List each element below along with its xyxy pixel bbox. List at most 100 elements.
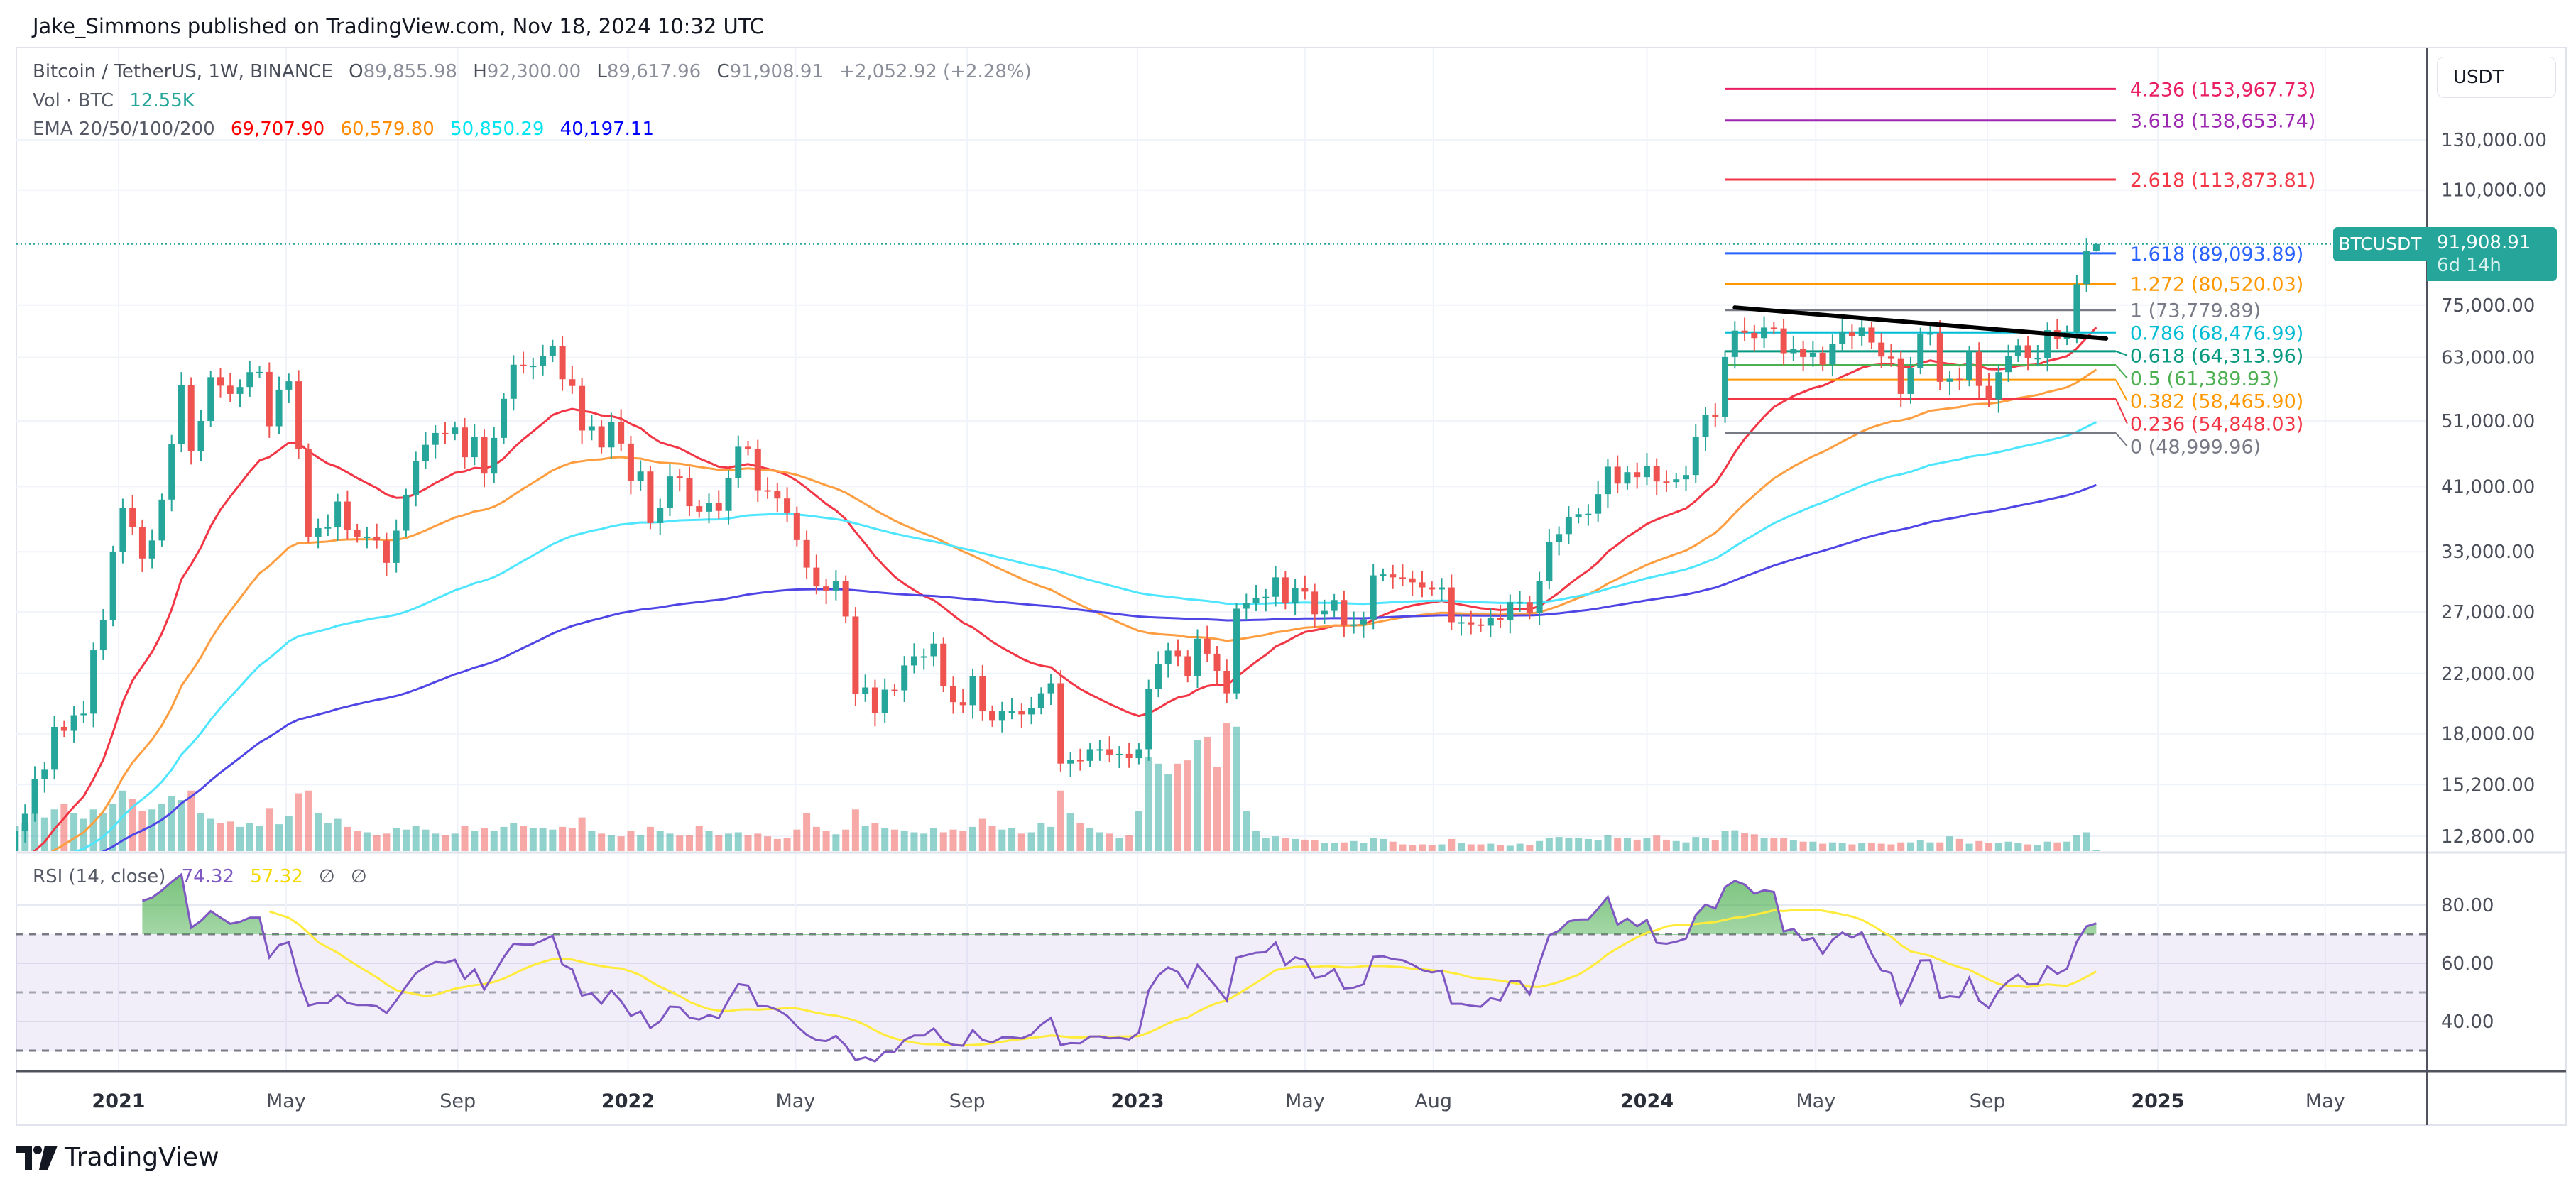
volume-bar	[432, 833, 440, 851]
volume-bar	[1389, 841, 1397, 851]
candle-body	[413, 461, 420, 495]
candle-series	[16, 238, 2100, 851]
volume-bar	[266, 808, 273, 851]
tradingview-logo[interactable]: TradingView	[16, 1143, 219, 1172]
fib-level-label: 0.382 (58,465.90)	[2130, 391, 2303, 413]
volume-bar	[1027, 832, 1035, 851]
volume-bar	[520, 826, 528, 851]
volume-bar	[969, 826, 977, 851]
fib-label-leader	[2115, 432, 2128, 447]
volume-bar	[1799, 841, 1807, 851]
price-axis[interactable]: 130,000.00 110,000.00 75,000.00 63,000.00 51…	[2441, 130, 2547, 1033]
rsi-legend[interactable]: RSI (14, close) 74.32 57.32 ∅ ∅	[33, 866, 377, 887]
volume-bar	[793, 829, 801, 851]
candle-body	[285, 381, 293, 390]
volume-bar	[2083, 832, 2090, 851]
candle-body	[686, 478, 693, 507]
volume-bar	[1565, 838, 1573, 851]
price-tick-label: 22,000.00	[2441, 664, 2535, 685]
volume-bar	[705, 831, 713, 851]
symbol-title[interactable]: Bitcoin / TetherUS, 1W, BINANCE	[33, 61, 333, 82]
candle-body	[266, 371, 273, 427]
price-tick-label: 63,000.00	[2441, 348, 2535, 369]
volume-legend[interactable]: Vol · BTC 12.55K	[33, 90, 204, 111]
candle-body	[1575, 514, 1582, 517]
ema200-value: 40,197.11	[560, 119, 654, 140]
volume-bar	[1360, 843, 1368, 851]
volume-bar	[978, 818, 986, 851]
fib-label-leader	[2115, 379, 2128, 402]
grid	[16, 48, 2427, 1071]
candle-body	[1223, 670, 1230, 694]
candle-body	[569, 379, 576, 386]
candle-body	[1624, 472, 1631, 484]
candle-body	[1673, 479, 1680, 483]
volume-bar	[812, 826, 820, 851]
symbol-legend[interactable]: Bitcoin / TetherUS, 1W, BINANCE O89,855.…	[33, 61, 1042, 82]
volume-bar	[1243, 811, 1250, 851]
ema20-value: 69,707.90	[230, 119, 325, 140]
candle-body	[51, 726, 58, 770]
volume-bar	[481, 828, 489, 851]
candle-body	[1585, 513, 1592, 515]
time-tick-label: May	[266, 1090, 306, 1112]
volume-bar	[1233, 726, 1240, 851]
bar-countdown: 6d 14h	[2437, 254, 2501, 276]
rsi-overbought-fill	[142, 874, 2097, 935]
candle-body	[1770, 327, 1777, 329]
volume-bar	[1955, 838, 1963, 851]
volume-bar	[725, 833, 733, 851]
candle-body	[1741, 330, 1748, 333]
low-key: L	[596, 61, 607, 82]
volume-label: Vol · BTC	[33, 90, 114, 111]
candle-body	[1262, 596, 1270, 598]
candle-body	[1204, 638, 1211, 654]
volume-bar	[1086, 828, 1094, 851]
volume-bar	[598, 833, 606, 851]
candle-body	[1878, 342, 1885, 357]
candle-body	[1331, 600, 1338, 611]
candle-body	[1604, 466, 1611, 495]
rsi-ma-line	[268, 908, 2097, 1047]
price-tick-label: 18,000.00	[2441, 724, 2535, 745]
candle-body	[1213, 653, 1221, 671]
candle-body	[148, 540, 155, 559]
fib-level-label: 4.236 (153,967.73)	[2130, 79, 2316, 101]
candle-body	[1946, 378, 1953, 382]
volume-bar	[246, 823, 253, 851]
volume-bar	[1340, 842, 1348, 851]
candle-body	[881, 689, 888, 713]
trendline-segment[interactable]	[1732, 305, 2109, 341]
candle-body	[979, 676, 986, 712]
currency-button[interactable]: USDT	[2437, 57, 2556, 98]
volume-bar	[305, 790, 312, 851]
tradingview-logo-icon	[16, 1145, 58, 1170]
candle-body	[1731, 330, 1738, 357]
volume-bar	[187, 790, 195, 851]
volume-bar	[1711, 840, 1719, 851]
volume-bar	[1321, 843, 1328, 851]
volume-bar	[1623, 838, 1631, 851]
trendline[interactable]	[1732, 305, 2109, 341]
candle-body	[705, 503, 712, 512]
volume-bar	[1741, 833, 1749, 851]
ema-legend[interactable]: EMA 20/50/100/200 69,707.90 60,579.80 50…	[33, 119, 664, 140]
time-axis[interactable]: 2021 May Sep 2022 May Sep 2023 May Aug 2024 May Sep…	[92, 1090, 2345, 1112]
candle-body	[1008, 711, 1015, 713]
candle-body	[1419, 582, 1426, 588]
volume-bar	[60, 804, 68, 851]
fib-extension[interactable]: 4.236 (153,967.73) 3.618 (138,653.74) 2.61…	[1725, 79, 2316, 459]
candle-body	[1438, 587, 1445, 590]
candle-body	[1692, 437, 1699, 476]
time-tick-label: Sep	[440, 1090, 476, 1112]
candle-body	[1047, 683, 1054, 694]
volume-bar	[685, 835, 693, 851]
volume-bar	[1115, 838, 1123, 851]
candle-body	[1975, 351, 1982, 386]
candle-body	[1252, 598, 1260, 603]
candle-body	[696, 506, 703, 512]
volume-bar	[549, 829, 557, 851]
candle-body	[940, 643, 947, 686]
volume-bar	[1555, 837, 1563, 851]
